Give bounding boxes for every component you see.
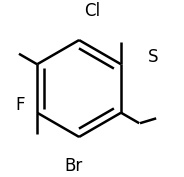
Text: F: F [15, 96, 25, 115]
Text: S: S [148, 48, 158, 66]
Text: Br: Br [64, 157, 83, 175]
Text: Cl: Cl [84, 2, 100, 20]
